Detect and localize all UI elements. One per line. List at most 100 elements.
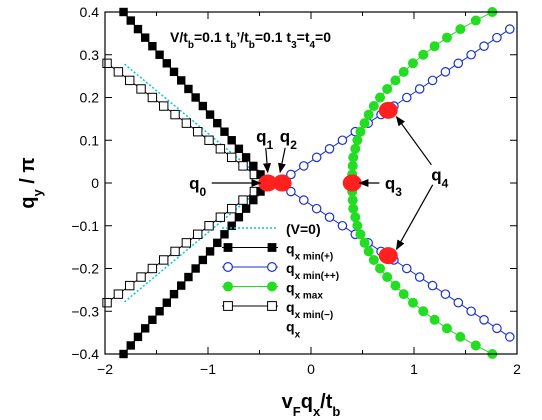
- data-point-qx_min_minus: [170, 246, 180, 257]
- x-axis-label: vFqx/tb: [282, 391, 341, 419]
- data-point-qx_min_plusplus: [401, 263, 412, 274]
- data-point-qx_min_plus: [155, 307, 164, 316]
- data-point-qx_min_plus: [241, 204, 251, 213]
- data-point-qx_min_plus: [256, 187, 265, 196]
- annotation-arrow-q2: [278, 147, 286, 174]
- data-point-qx_min_plus: [220, 127, 229, 136]
- legend-swatch-marker: [267, 301, 277, 311]
- data-point-qx_min_plusplus: [311, 203, 322, 214]
- series-line-v_zero-0: [123, 62, 269, 184]
- data-point-qx_max: [368, 254, 379, 265]
- series-qx_min_minus: [102, 58, 271, 308]
- data-point-qx_max: [455, 24, 466, 35]
- data-point-qx_min_plusplus: [311, 152, 322, 163]
- data-point-qx_max: [347, 195, 358, 206]
- data-point-qx_min_plusplus: [401, 92, 412, 103]
- legend-swatch-marker: [267, 262, 278, 273]
- data-point-qx_max: [382, 272, 393, 283]
- data-point-qx_min_plus: [213, 118, 222, 128]
- annotation-arrow-q4: [395, 115, 432, 166]
- annotations: q0 q1 q2 q3 q4: [189, 115, 449, 251]
- data-point-qx_min_plus: [155, 50, 164, 59]
- data-point-qx_max: [355, 126, 366, 137]
- legend-swatch-marker: [223, 262, 234, 273]
- annotation-q4: q4: [431, 165, 448, 190]
- annotation-q1: q1: [256, 127, 273, 152]
- legend-label-3: qx max: [286, 280, 323, 302]
- y-tick-label: −0.2: [71, 261, 99, 277]
- data-point-qx_min_minus: [215, 144, 226, 154]
- data-point-qx_max: [429, 41, 440, 52]
- data-point-qx_min_plusplus: [440, 289, 451, 299]
- data-point-qx_min_plus: [191, 93, 200, 102]
- data-point-qx_max: [350, 143, 361, 154]
- data-point-qx_min_minus: [226, 152, 237, 163]
- data-point-qx_max: [470, 15, 481, 26]
- data-point-qx_min_minus: [181, 238, 192, 248]
- data-point-qx_min_plus: [140, 33, 150, 42]
- data-point-qx_min_plus: [177, 76, 186, 85]
- series-line-v_zero-1: [123, 182, 269, 304]
- axis-ticks: −2 −1 0 1 2 −0.4 −0.3 −0.2 −0.1 0 0.1 0.2 0.3 0.4: [71, 4, 521, 377]
- data-point-qx_max: [398, 66, 409, 77]
- data-point-qx_min_plusplus: [492, 32, 502, 43]
- data-point-qx_max: [407, 297, 418, 308]
- annotation-arrow-q1: [263, 147, 271, 174]
- data-point-qx_max: [390, 75, 401, 86]
- data-point-qx_min_minus: [136, 84, 146, 94]
- x-tick-label: 2: [513, 361, 521, 377]
- series-v_zero: [123, 62, 269, 304]
- legend-label-1: qx min(+): [286, 241, 333, 263]
- data-point-qx_max: [375, 263, 386, 274]
- data-point-qx_min_plus: [198, 255, 208, 265]
- y-tick-label: 0: [91, 175, 99, 191]
- data-point-qx_min_plusplus: [298, 195, 309, 205]
- data-point-qx_min_plus: [184, 272, 193, 282]
- special-points: [258, 101, 398, 265]
- data-point-qx_min_plus: [133, 24, 143, 34]
- y-tick-label: −0.1: [71, 218, 99, 234]
- data-point-qx_min_plusplus: [479, 314, 489, 325]
- data-point-qx_min_plusplus: [492, 323, 502, 334]
- data-point-qx_max: [398, 289, 409, 300]
- data-point-qx_min_plus: [205, 247, 215, 256]
- special-point-3: [378, 101, 398, 119]
- data-point-qx_min_minus: [181, 118, 192, 128]
- data-point-qx_min_plus: [133, 332, 143, 342]
- data-point-qx_min_plus: [184, 84, 193, 94]
- data-point-qx_min_plusplus: [440, 67, 451, 77]
- data-point-qx_max: [347, 160, 358, 171]
- data-point-qx_min_plusplus: [466, 306, 476, 317]
- data-point-qx_min_plusplus: [479, 41, 489, 51]
- data-point-qx_min_plusplus: [414, 272, 425, 282]
- x-tick-label: 1: [410, 361, 418, 377]
- legend-swatch-marker: [267, 243, 277, 252]
- data-point-qx_min_plus: [227, 221, 236, 230]
- data-point-qx_min_minus: [125, 280, 135, 291]
- data-point-qx_min_minus: [113, 289, 124, 299]
- data-point-qx_max: [363, 246, 374, 257]
- data-point-qx_min_minus: [159, 101, 169, 111]
- annotation-q3: q3: [385, 174, 402, 199]
- data-point-qx_min_plus: [162, 59, 171, 68]
- data-point-qx_min_plusplus: [427, 280, 438, 291]
- legend-label-5: qx: [286, 319, 301, 341]
- data-point-qx_max: [352, 135, 363, 146]
- data-point-qx_min_minus: [159, 255, 169, 265]
- data-point-qx_min_plusplus: [427, 75, 438, 86]
- legend-swatch-marker: [267, 281, 277, 292]
- data-point-qx_max: [455, 331, 466, 342]
- data-point-qx_min_minus: [204, 221, 214, 231]
- data-point-qx_max: [441, 323, 452, 334]
- data-point-qx_min_plus: [220, 230, 229, 239]
- data-point-qx_min_minus: [193, 127, 203, 137]
- special-point-4: [378, 247, 398, 265]
- data-point-qx_min_plusplus: [466, 49, 476, 60]
- data-point-qx_max: [348, 203, 359, 214]
- data-point-qx_min_minus: [193, 229, 203, 240]
- data-point-qx_min_minus: [102, 58, 112, 68]
- data-point-qx_min_minus: [238, 195, 248, 205]
- data-point-qx_min_plus: [205, 110, 215, 119]
